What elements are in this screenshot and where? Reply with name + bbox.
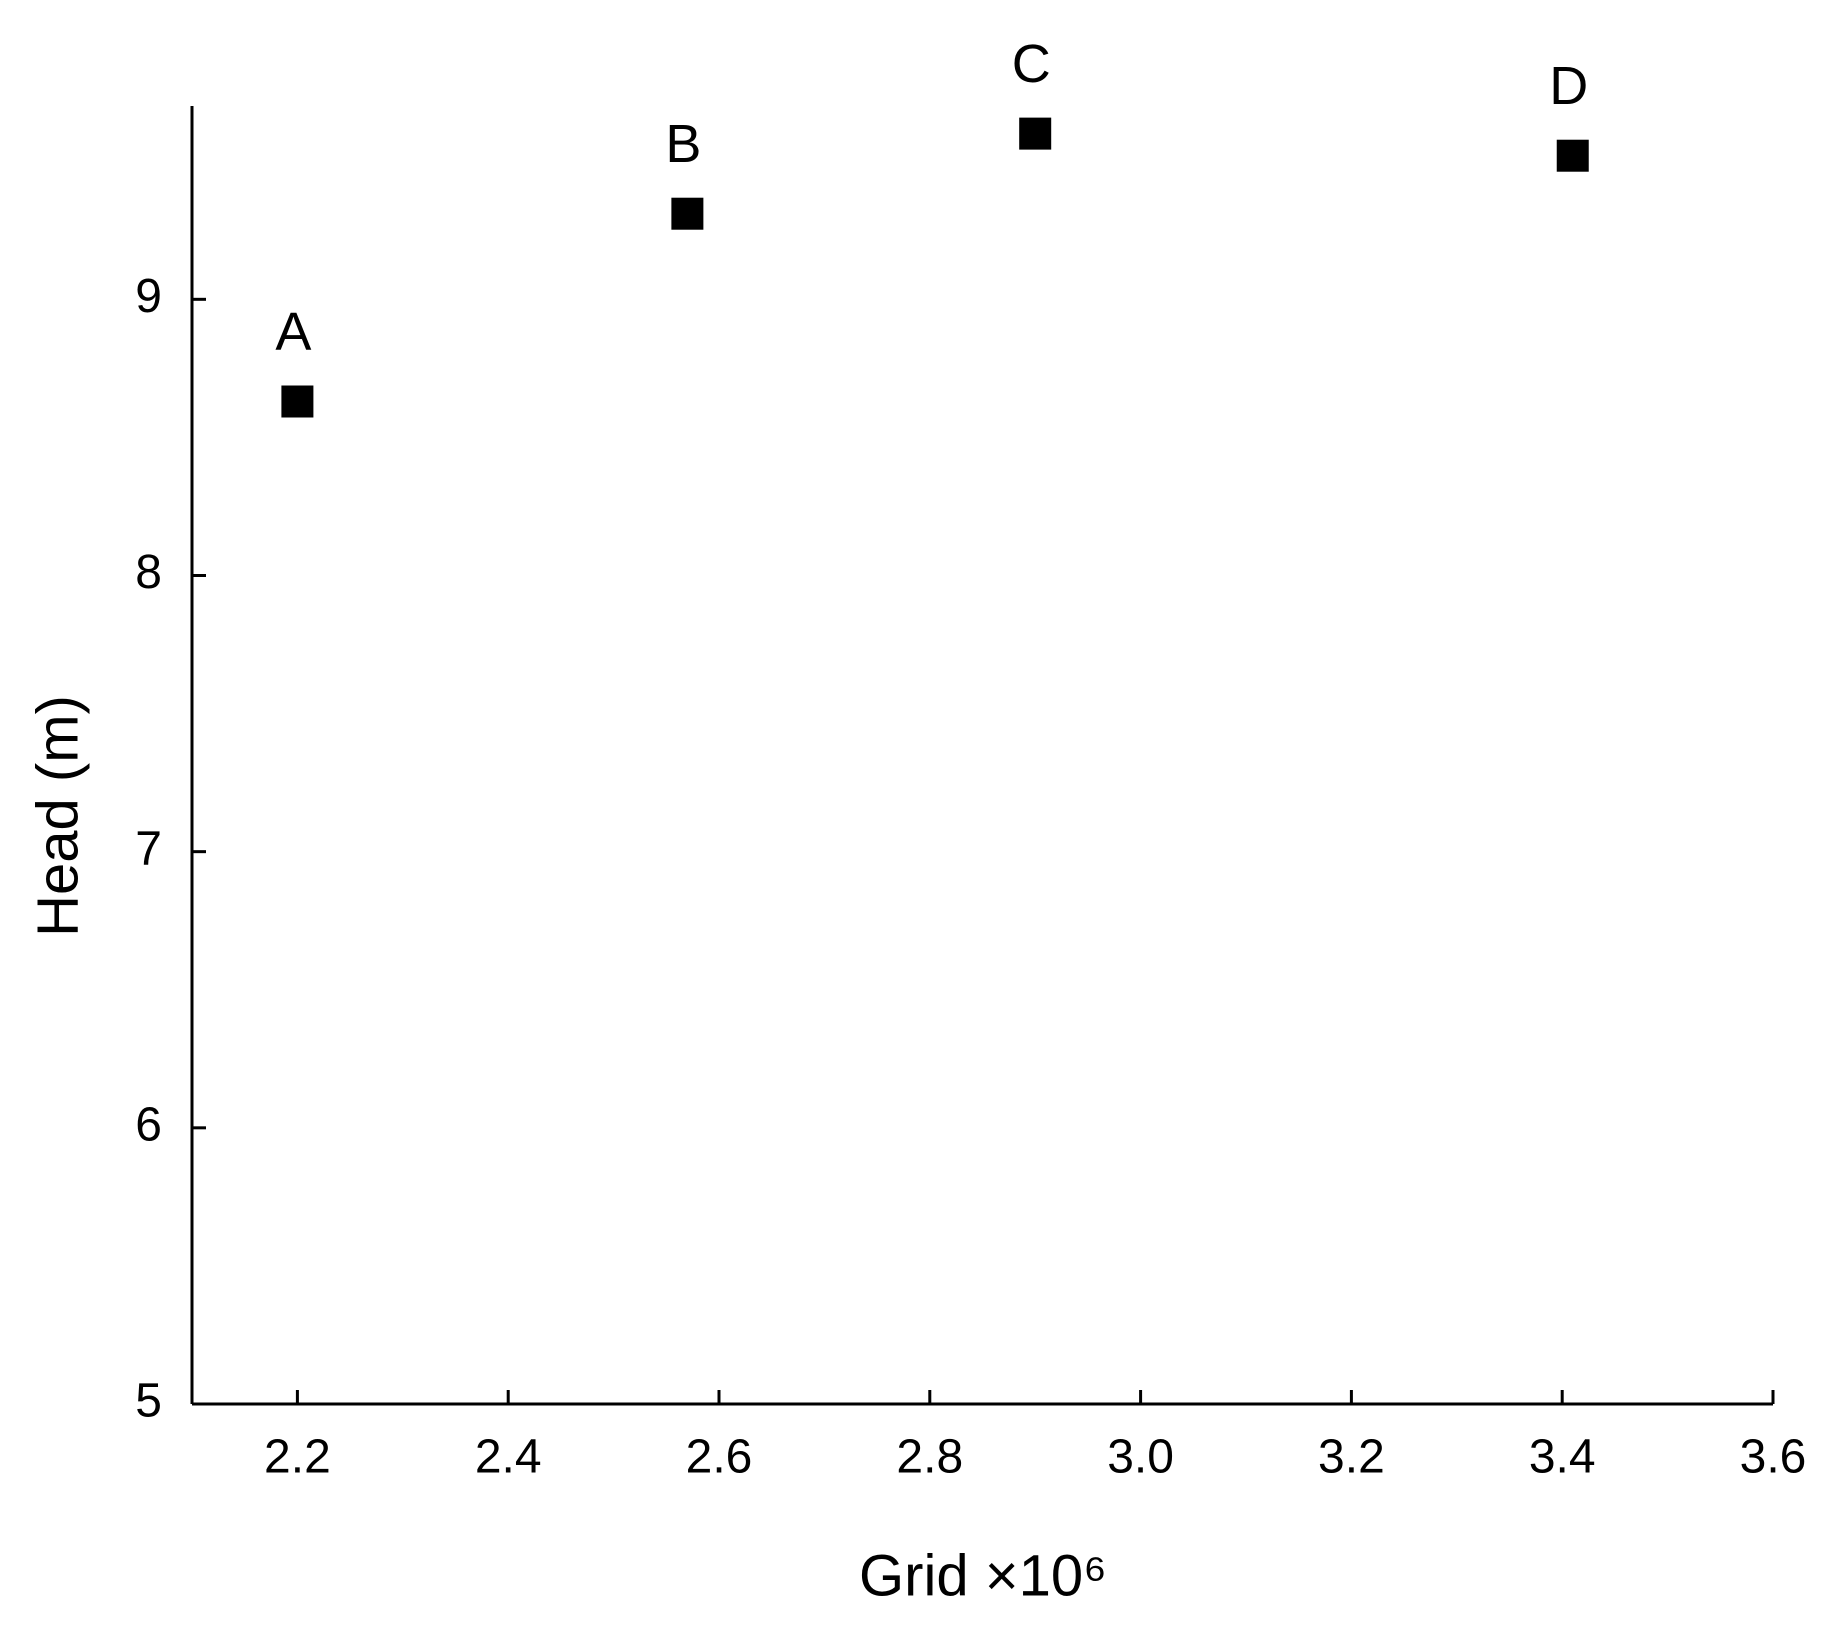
marker bbox=[281, 385, 314, 418]
x-tick-label: 2.4 bbox=[475, 1431, 542, 1484]
x-tick-label: 3.4 bbox=[1529, 1431, 1596, 1484]
point-label: C bbox=[1012, 34, 1051, 94]
x-tick-label: 3.2 bbox=[1318, 1431, 1385, 1484]
point-label: A bbox=[275, 302, 311, 362]
x-tick-label: 2.6 bbox=[686, 1431, 753, 1484]
point-label: B bbox=[665, 114, 701, 174]
x-axis-label: Grid ×10⁶ bbox=[859, 1543, 1107, 1608]
x-tick-label: 3.6 bbox=[1740, 1431, 1807, 1484]
y-tick-label: 7 bbox=[135, 822, 162, 875]
x-tick-label: 3.0 bbox=[1107, 1431, 1174, 1484]
y-tick-label: 6 bbox=[135, 1099, 162, 1152]
x-tick-label: 2.2 bbox=[264, 1431, 331, 1484]
y-tick-label: 8 bbox=[135, 546, 162, 599]
x-tick-label: 2.8 bbox=[896, 1431, 963, 1484]
marker bbox=[1019, 117, 1052, 150]
y-axis-label: Head (m) bbox=[25, 695, 90, 937]
y-tick-label: 9 bbox=[135, 270, 162, 323]
marker bbox=[671, 197, 704, 230]
marker bbox=[1556, 139, 1589, 172]
point-label: D bbox=[1549, 56, 1588, 116]
y-tick-label: 5 bbox=[135, 1375, 162, 1428]
